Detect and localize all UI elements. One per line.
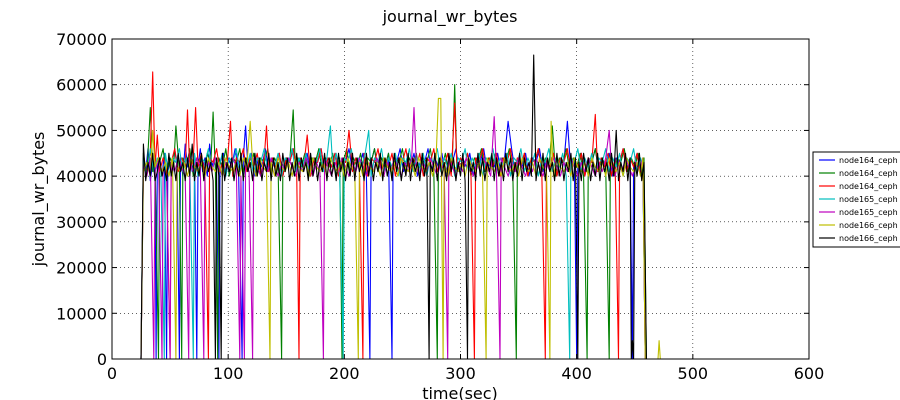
- x-axis-title: time(sec): [422, 384, 498, 400]
- y-tick-label: 40000: [56, 167, 107, 186]
- x-tick-label: 200: [329, 364, 360, 383]
- y-tick-label: 60000: [56, 76, 107, 95]
- y-tick-label: 20000: [56, 259, 107, 278]
- legend-label: node166_ceph: [839, 234, 898, 243]
- series-group: [140, 54, 661, 360]
- x-tick-label: 500: [678, 364, 709, 383]
- x-tick-label: 100: [213, 364, 244, 383]
- series-line-4: [140, 125, 646, 360]
- x-tick-label: 0: [107, 364, 117, 383]
- axes: 0 100 200 300 400 500 600 0 10000 20000 30000 40000…: [56, 30, 824, 383]
- legend-label: node166_ceph: [839, 221, 898, 230]
- y-axis-title: journal_wr_bytes: [29, 132, 49, 268]
- legend-label: node164_ceph: [839, 169, 898, 178]
- x-tick-label: 300: [445, 364, 476, 383]
- y-tick-label: 0: [97, 350, 107, 369]
- x-tick-label: 600: [794, 364, 825, 383]
- legend: node164_ceph node164_ceph node164_cephnode…: [812, 151, 900, 248]
- x-tick-label: 400: [561, 364, 592, 383]
- chart-title: journal_wr_bytes: [382, 7, 518, 27]
- y-tick-label: 70000: [56, 30, 107, 49]
- legend-label: node165_ceph: [839, 208, 898, 217]
- series-line-7: [140, 54, 647, 360]
- legend-label: node164_ceph: [839, 182, 898, 191]
- legend-label: node165_ceph: [839, 195, 898, 204]
- legend-label: node164_ceph: [839, 156, 898, 165]
- y-tick-label: 10000: [56, 304, 107, 323]
- y-tick-label: 50000: [56, 121, 107, 140]
- y-tick-label: 30000: [56, 213, 107, 232]
